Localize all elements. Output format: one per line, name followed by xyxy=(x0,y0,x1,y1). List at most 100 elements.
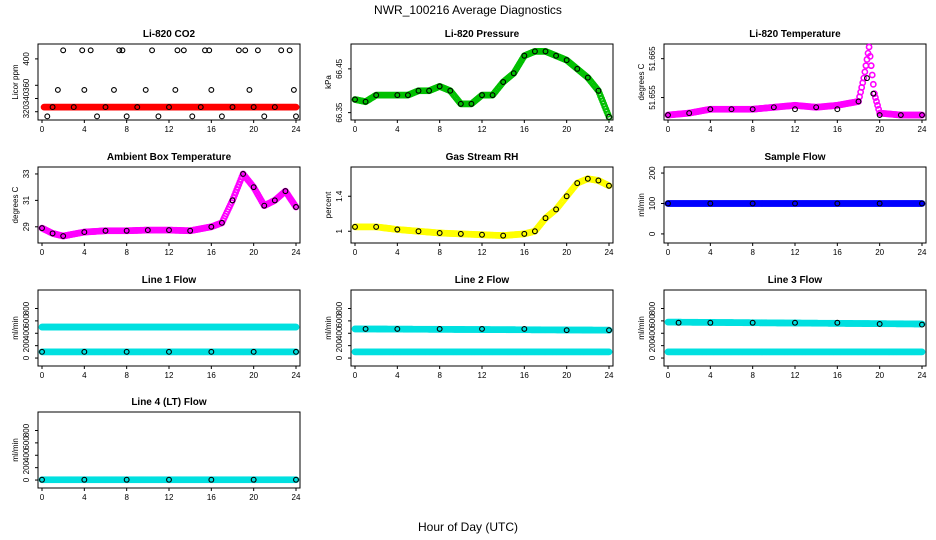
data-point xyxy=(866,52,874,60)
x-tick-label: 20 xyxy=(562,371,571,380)
series-fill xyxy=(664,43,926,119)
x-tick-label: 4 xyxy=(395,125,400,134)
x-tick-label: 12 xyxy=(791,371,800,380)
data-point xyxy=(250,348,257,355)
data-point xyxy=(286,47,293,54)
data-point xyxy=(187,227,194,234)
panel-ylabel: Licor ppm xyxy=(11,64,20,99)
data-point xyxy=(49,230,56,237)
data-point xyxy=(292,103,300,111)
data-point xyxy=(229,197,236,204)
data-point xyxy=(792,319,798,326)
data-point xyxy=(606,327,612,334)
data-point xyxy=(102,227,109,234)
panel-ylabel: kPa xyxy=(324,75,333,89)
data-point xyxy=(479,92,485,99)
data-point xyxy=(563,193,570,200)
data-point xyxy=(457,100,464,107)
data-point xyxy=(860,74,868,82)
data-point xyxy=(686,110,693,117)
data-point xyxy=(293,348,299,355)
x-tick-label: 0 xyxy=(40,371,45,380)
data-point xyxy=(197,104,204,111)
x-tick-label: 0 xyxy=(666,125,671,134)
data-point xyxy=(707,106,714,113)
panel-title: Line 1 Flow xyxy=(142,275,197,286)
data-point xyxy=(208,348,215,355)
y-tick-label: 400 xyxy=(648,326,657,340)
y-tick-label: 600 xyxy=(22,314,31,328)
data-point xyxy=(278,47,285,54)
data-point xyxy=(166,104,172,111)
data-point xyxy=(595,87,602,94)
data-point xyxy=(870,90,877,97)
series-cyan xyxy=(664,318,926,356)
data-point xyxy=(447,87,454,94)
y-tick-label: 800 xyxy=(22,423,31,437)
x-tick-label: 4 xyxy=(708,371,713,380)
series-cyan xyxy=(38,476,300,484)
data-point xyxy=(521,325,528,332)
x-tick-label: 8 xyxy=(437,248,442,257)
y-tick-label: 200 xyxy=(648,166,657,180)
data-point xyxy=(373,92,380,99)
data-point xyxy=(235,47,242,54)
series-black xyxy=(39,348,299,355)
data-point xyxy=(218,219,225,226)
x-tick-label: 24 xyxy=(918,248,927,257)
panel-ylabel: degrees C xyxy=(637,63,646,100)
x-tick-label: 20 xyxy=(249,493,258,502)
data-point xyxy=(293,113,299,120)
data-point xyxy=(60,47,67,54)
data-point xyxy=(861,68,869,76)
x-tick-label: 4 xyxy=(708,248,713,257)
data-point xyxy=(293,204,299,210)
x-tick-label: 4 xyxy=(82,371,87,380)
x-tick-label: 20 xyxy=(249,125,258,134)
y-tick-label: 100 xyxy=(648,196,657,210)
panel-title: Line 4 (LT) Flow xyxy=(131,397,207,408)
y-tick-label: 200 xyxy=(22,460,31,474)
x-tick-label: 4 xyxy=(82,248,87,257)
data-point xyxy=(770,104,777,111)
data-point xyxy=(897,112,904,119)
x-tick-label: 24 xyxy=(918,125,927,134)
x-tick-label: 8 xyxy=(750,248,755,257)
data-point xyxy=(144,227,151,234)
x-tick-label: 20 xyxy=(875,248,884,257)
data-point xyxy=(436,230,443,236)
x-tick-label: 24 xyxy=(292,493,301,502)
data-point xyxy=(574,180,581,187)
y-tick-label: 1 xyxy=(335,228,344,233)
data-point xyxy=(479,231,485,238)
y-tick-label: 66.35 xyxy=(335,102,344,123)
panel-title: Line 3 Flow xyxy=(768,275,823,286)
x-tick-label: 0 xyxy=(666,371,671,380)
data-point xyxy=(707,319,714,326)
data-point xyxy=(242,47,249,54)
data-point xyxy=(510,70,517,77)
x-tick-label: 16 xyxy=(833,371,842,380)
data-point xyxy=(240,171,247,177)
data-point xyxy=(394,92,401,99)
panel-9: Line 3 Flow ml/min 0 4 8 12 16 20 24 0 20040060080… xyxy=(637,275,927,380)
series-black xyxy=(44,47,299,120)
x-tick-label: 24 xyxy=(292,248,301,257)
data-point xyxy=(563,327,570,334)
panel-7: Line 1 Flow ml/min 0 4 8 12 16 20 24 0 20040060080… xyxy=(11,275,301,380)
data-point xyxy=(865,43,873,51)
data-point xyxy=(189,113,196,120)
x-tick-label: 12 xyxy=(478,371,487,380)
data-point xyxy=(542,48,549,55)
panel-ylabel: ml/min xyxy=(637,193,646,217)
data-point xyxy=(873,98,880,105)
data-point xyxy=(250,184,257,191)
series-black xyxy=(665,200,925,207)
data-point xyxy=(87,47,94,54)
data-point xyxy=(394,325,401,332)
series-black xyxy=(39,171,299,239)
series-cyan xyxy=(351,325,613,356)
data-point xyxy=(563,57,570,64)
data-point xyxy=(246,86,253,93)
